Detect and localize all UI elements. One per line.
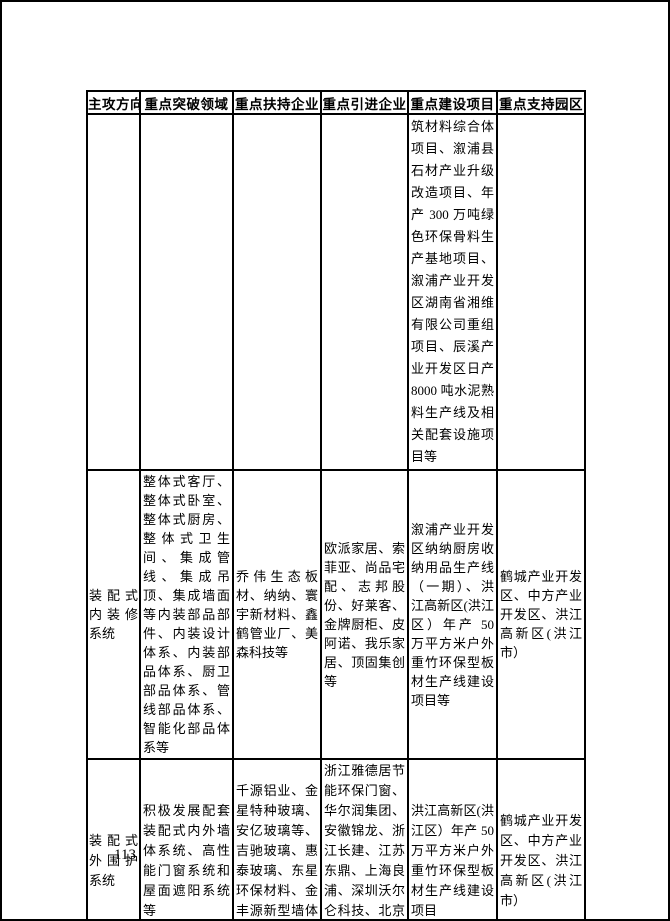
header-supported-parks: 重点支持园区 [496,90,586,115]
cell-supported-parks [496,113,586,471]
cell-key-projects: 筑材料综合体项目、溆浦县石材产业升级改造项目、年产 300 万吨绿色环保骨料生产… [407,113,498,471]
cell-supported-parks: 鹤城产业开发区、中方产业开发区、洪江高新区(洪江市） [496,758,586,919]
table-row-interior-systems: 装配式内装修系统 整体式客厅、整体式卧室、整体式厨房、整体式卫生间、集成管线、集… [86,469,586,760]
cell-introduced-enterprises: 浙江雅德居节能环保门窗、华尔润集团、安徽锦龙、浙江长建、江苏东鼎、上海良浦、深圳… [320,758,409,919]
cell-breakthrough-fields: 整体式客厅、整体式卧室、整体式厨房、整体式卫生间、集成管线、集成吊顶、集成墙面等… [139,469,234,760]
cell-supported-parks: 鹤城产业开发区、中方产业开发区、洪江高新区(洪江市） [496,469,586,760]
table-row-envelope-systems: 装配式外围护系统 积极发展配套装配式内外墙体系统、高性能门窗系统和屋面遮阳系统等… [86,758,586,919]
header-supported-enterprises: 重点扶持企业 [232,90,322,115]
cell-key-projects: 洪江高新区(洪江区）年产 50 万平方米户外重竹环保型板材生产线建设项目 [407,758,498,919]
header-introduced-enterprises: 重点引进企业 [320,90,409,115]
cell-introduced-enterprises: 欧派家居、索菲亚、尚品宅配、志邦股份、好莱客、金牌厨柜、皮阿诺、我乐家居、顶固集… [320,469,409,760]
cell-direction [86,113,141,471]
header-key-projects: 重点建设项目 [407,90,498,115]
cell-breakthrough-fields: 积极发展配套装配式内外墙体系统、高性能门窗系统和屋面遮阳系统等 [139,758,234,919]
cell-key-projects: 溆浦产业开发区纳纳厨房收纳用品生产线（一期）、洪江高新区(洪江区）年产 50 万… [407,469,498,760]
cell-supported-enterprises: 千源铝业、金星特种玻璃、安亿玻璃等、吉驰玻璃、惠泰玻璃、东星环保材料、金丰源新型… [232,758,322,919]
cell-direction: 装配式外围护系统 [86,758,141,919]
cell-introduced-enterprises [320,113,409,471]
table-header-row: 主攻方向 重点突破领域 重点扶持企业 重点引进企业 重点建设项目 重点支持园区 [86,90,586,115]
page-number: 113 [114,847,136,863]
table-row-continuation: 筑材料综合体项目、溆浦县石材产业升级改造项目、年产 300 万吨绿色环保骨料生产… [86,113,586,471]
cell-supported-enterprises: 乔伟生态板材、纳纳、寰宇新材料、鑫鹤管业厂、美森科技等 [232,469,322,760]
cell-direction: 装配式内装修系统 [86,469,141,760]
header-breakthrough-fields: 重点突破领域 [139,90,234,115]
header-main-direction: 主攻方向 [86,90,141,115]
cell-breakthrough-fields [139,113,234,471]
industry-plan-table: 主攻方向 重点突破领域 重点扶持企业 重点引进企业 重点建设项目 重点支持园区 … [86,90,586,919]
cell-supported-enterprises [232,113,322,471]
